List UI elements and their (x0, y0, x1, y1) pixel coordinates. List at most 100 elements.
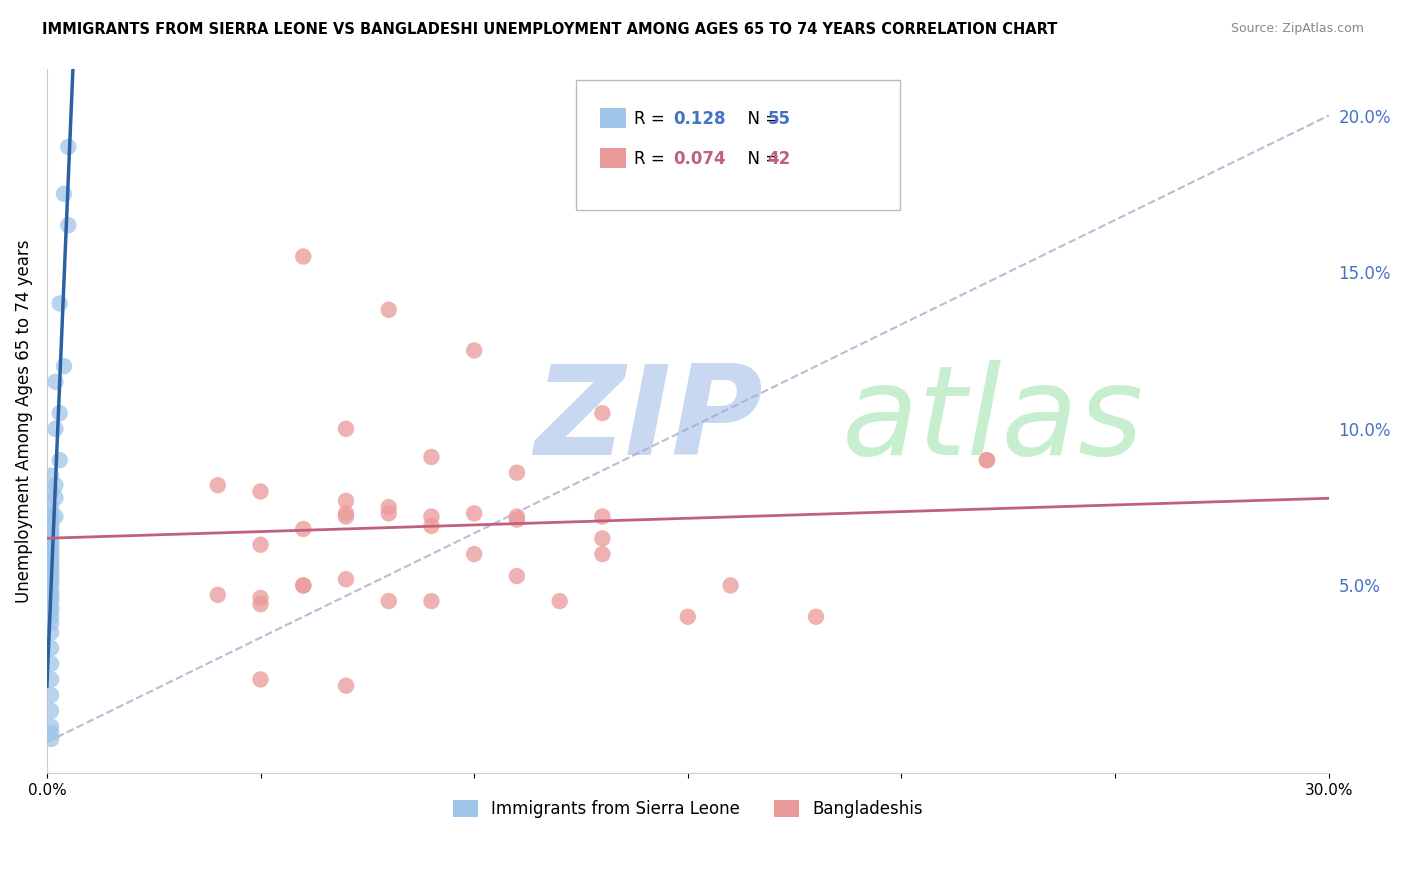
Point (420, 509, 443, 524)
Point (676, 609, 699, 624)
Point (420, 594, 443, 608)
Point (53, 186, 76, 201)
Point (39, 569, 62, 583)
Point (39, 534, 62, 549)
Point (44, 478, 66, 492)
Point (207, 588, 229, 602)
Point (292, 578, 315, 592)
Point (44, 422, 66, 436)
Point (249, 591, 271, 605)
Point (48, 406, 70, 420)
Point (44, 491, 66, 505)
Point (39, 528, 62, 542)
Point (39, 584, 62, 599)
Point (292, 250, 315, 264)
Text: ZIP: ZIP (534, 360, 763, 482)
Point (463, 343, 485, 358)
Point (39, 673, 62, 687)
Point (506, 509, 529, 524)
Point (249, 538, 271, 552)
Point (39, 719, 62, 733)
Point (39, 484, 62, 499)
Point (39, 532, 62, 546)
Point (58, 140, 80, 154)
Text: R =: R = (634, 110, 671, 128)
Point (720, 578, 742, 592)
Point (335, 679, 357, 693)
Text: 0.128: 0.128 (673, 110, 725, 128)
Point (48, 453, 70, 467)
Text: N =: N = (737, 110, 785, 128)
Point (58, 218, 80, 232)
Point (377, 302, 399, 317)
Point (39, 575, 62, 590)
Point (39, 566, 62, 580)
Text: R =: R = (634, 150, 671, 168)
Point (249, 673, 271, 687)
Point (39, 519, 62, 533)
Point (39, 522, 62, 536)
Point (39, 594, 62, 608)
Text: 55: 55 (768, 110, 790, 128)
Point (420, 450, 443, 464)
Point (53, 359, 76, 373)
Point (377, 594, 399, 608)
Point (39, 553, 62, 567)
Point (548, 594, 571, 608)
Point (506, 466, 529, 480)
Text: Source: ZipAtlas.com: Source: ZipAtlas.com (1230, 22, 1364, 36)
Point (591, 532, 613, 546)
Point (39, 704, 62, 718)
Point (39, 578, 62, 592)
Point (39, 615, 62, 630)
Text: N =: N = (737, 150, 785, 168)
Point (292, 522, 315, 536)
Point (39, 588, 62, 602)
Text: IMMIGRANTS FROM SIERRA LEONE VS BANGLADESHI UNEMPLOYMENT AMONG AGES 65 TO 74 YEA: IMMIGRANTS FROM SIERRA LEONE VS BANGLADE… (42, 22, 1057, 37)
Text: 42: 42 (768, 150, 792, 168)
Point (39, 538, 62, 552)
Point (591, 547, 613, 561)
Point (39, 544, 62, 558)
Point (39, 500, 62, 515)
Point (804, 609, 827, 624)
Point (335, 422, 357, 436)
Point (39, 603, 62, 617)
Point (39, 507, 62, 521)
Text: atlas: atlas (842, 360, 1144, 482)
Point (249, 484, 271, 499)
Point (39, 725, 62, 739)
Point (39, 563, 62, 577)
Legend: Immigrants from Sierra Leone, Bangladeshis: Immigrants from Sierra Leone, Bangladesh… (447, 794, 929, 825)
Point (591, 509, 613, 524)
Point (506, 569, 529, 583)
Point (39, 547, 62, 561)
Point (249, 597, 271, 611)
Point (292, 578, 315, 592)
Point (335, 494, 357, 508)
Point (207, 478, 229, 492)
Point (39, 513, 62, 527)
Point (44, 509, 66, 524)
Point (506, 513, 529, 527)
Point (335, 572, 357, 586)
Point (39, 688, 62, 702)
Point (39, 657, 62, 671)
Point (463, 507, 485, 521)
Point (39, 572, 62, 586)
Point (39, 541, 62, 555)
Y-axis label: Unemployment Among Ages 65 to 74 years: Unemployment Among Ages 65 to 74 years (15, 239, 32, 603)
Point (976, 453, 998, 467)
Point (39, 525, 62, 540)
Point (39, 559, 62, 574)
Point (976, 453, 998, 467)
Point (39, 641, 62, 656)
Point (39, 731, 62, 746)
Point (335, 507, 357, 521)
Point (591, 406, 613, 420)
Point (39, 550, 62, 565)
Point (48, 296, 70, 310)
Point (335, 509, 357, 524)
Point (39, 557, 62, 571)
Point (39, 516, 62, 530)
